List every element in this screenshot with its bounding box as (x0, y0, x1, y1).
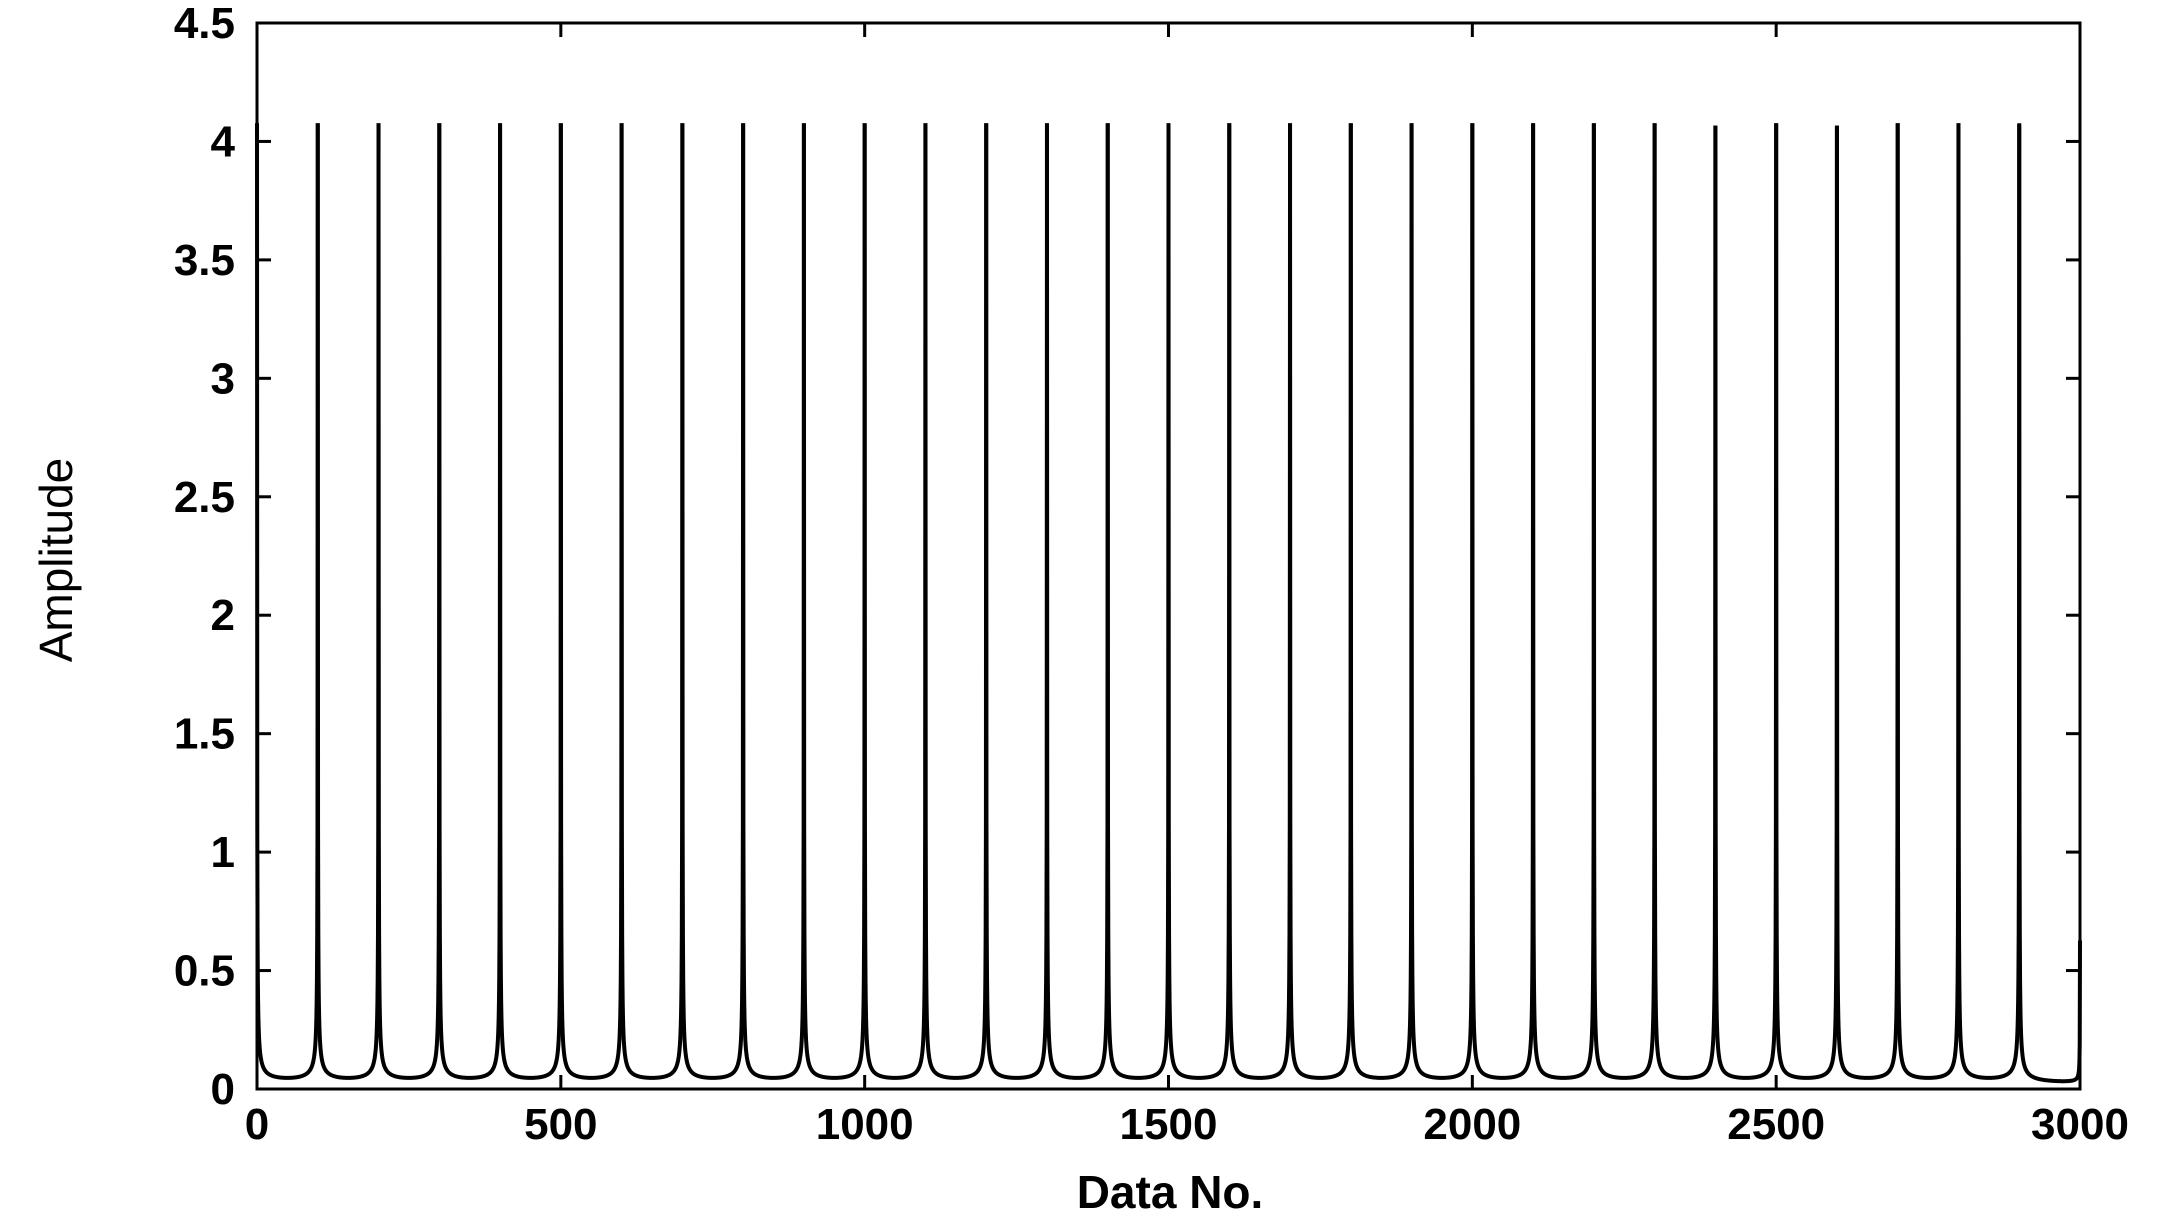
y-tick-label: 2 (211, 591, 235, 640)
series-line-segment (1591, 123, 1657, 1080)
series-line-segment (923, 123, 989, 1080)
series-line-segment (1044, 123, 1110, 1080)
series-line-segment (315, 123, 381, 1080)
series-line-segment (2017, 124, 2082, 1084)
y-tick-label: 3.5 (174, 236, 235, 285)
y-tick-label: 0.5 (174, 947, 235, 996)
series-line-segment (1105, 123, 1171, 1080)
series-line-segment (619, 123, 685, 1080)
y-tick-label: 1 (211, 828, 235, 877)
series-line-segment (376, 123, 442, 1080)
series-line-segment (558, 123, 624, 1080)
series-line-segment (1348, 123, 1414, 1080)
x-tick-labels: 0 500 1000 1500 2000 2500 3000 (245, 1100, 2129, 1149)
x-tick-label: 1500 (1120, 1100, 1218, 1149)
series-line-segment (1652, 123, 1718, 1080)
x-tick-label: 0 (245, 1100, 269, 1149)
series-line-segment (1470, 123, 1536, 1080)
y-tick-label: 4 (211, 117, 236, 166)
x-tick-label: 1000 (816, 1100, 914, 1149)
series-line-segment (862, 123, 928, 1080)
series-line-segment (1288, 123, 1353, 1080)
series-line-segment (1227, 123, 1293, 1080)
series-line-segment (1895, 123, 1961, 1080)
series-line-segment (984, 123, 1049, 1080)
y-tick-label: 3 (211, 354, 235, 403)
y-tick-label: 0 (211, 1065, 235, 1114)
y-tick-label: 1.5 (174, 710, 235, 759)
y-tick-label: 4.5 (174, 0, 235, 48)
series-line-segment (680, 123, 746, 1080)
series-line-segment (801, 123, 867, 1080)
series-line-segment (1713, 123, 1779, 1080)
series-line-segment (1409, 123, 1475, 1080)
y-tick-labels: 0 0.5 1 1.5 2 2.5 3 3.5 4 4.5 (174, 0, 236, 1114)
series-line-segment (255, 123, 320, 1080)
x-tick-label: 500 (524, 1100, 597, 1149)
x-tick-label: 2000 (1423, 1100, 1521, 1149)
series-line-segment (741, 123, 806, 1080)
x-axis-label: Data No. (1077, 1166, 1264, 1218)
series-line-segment (1166, 123, 1232, 1080)
series-line-segment (1956, 123, 2022, 1080)
series-line-segment (1834, 123, 1900, 1080)
series-line-segment (498, 123, 563, 1080)
y-axis-label: Amplitude (30, 458, 82, 663)
series-line-segment (437, 123, 503, 1080)
x-tick-label: 3000 (2031, 1100, 2129, 1149)
y-tick-label: 2.5 (174, 473, 235, 522)
x-tick-label: 2500 (1727, 1100, 1825, 1149)
series-line-segment (1531, 123, 1596, 1080)
plot-frame (255, 21, 2082, 1091)
series-line-segment (1774, 123, 1839, 1080)
series-layer (255, 123, 2082, 1084)
